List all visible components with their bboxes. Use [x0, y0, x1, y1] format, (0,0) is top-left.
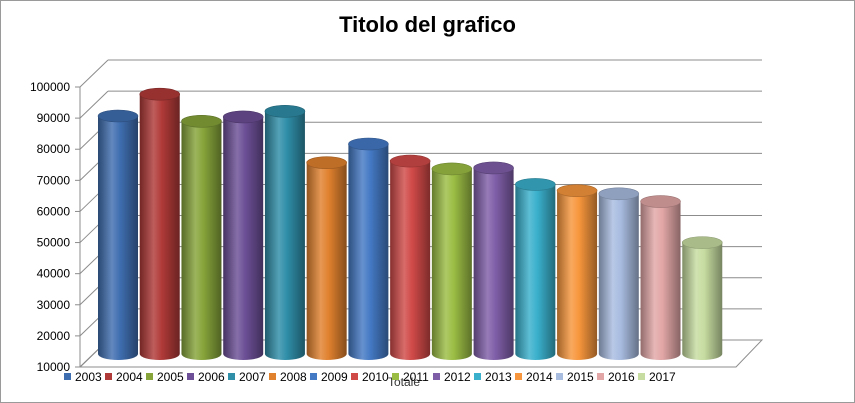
bar-body: [640, 201, 681, 360]
chart-title: Titolo del grafico: [339, 12, 516, 37]
y-tick-label: 60000: [37, 204, 71, 218]
legend-swatch: [433, 373, 440, 380]
bar-2009: [348, 137, 389, 360]
bar-body: [390, 161, 431, 360]
bar-body: [181, 121, 222, 361]
legend-label: 2003: [75, 370, 102, 384]
bar-2003: [97, 109, 139, 360]
bar-top: [598, 187, 640, 201]
bar-body: [348, 144, 389, 360]
bar-top: [222, 110, 264, 124]
legend-swatch: [228, 373, 235, 380]
legend-label: 2008: [280, 370, 307, 384]
y-tick-label: 10000: [37, 360, 71, 374]
bar-2007: [264, 105, 306, 360]
bar-top: [515, 178, 556, 191]
bar-2010: [389, 154, 431, 360]
bar-2008: [306, 156, 347, 360]
bar-body: [264, 111, 305, 360]
legend-swatch: [474, 373, 481, 380]
y-tick-label: 70000: [37, 173, 71, 187]
bar-body: [139, 94, 180, 360]
legend-swatch: [187, 373, 194, 380]
y-tick-label: 90000: [37, 111, 71, 125]
y-tick-label: 40000: [37, 267, 71, 281]
legend-label: 2004: [116, 370, 143, 384]
legend: 2003 2004 2005 2006 2007 2008 2009 2010 2011 2012…: [64, 370, 676, 384]
legend-swatch: [351, 373, 358, 380]
bar-body: [473, 167, 514, 360]
bar-2016: [640, 195, 681, 360]
bar-body: [431, 168, 472, 360]
gridline-side: [79, 90, 109, 119]
bar-2017: [681, 236, 723, 360]
bar-top: [681, 236, 723, 249]
bar-top: [181, 114, 222, 128]
y-tick-label: 100000: [30, 80, 70, 94]
legend-swatch: [269, 373, 276, 380]
bar-2011: [431, 162, 473, 360]
legend-label: 2012: [444, 370, 471, 384]
bar-2012: [473, 161, 514, 360]
bar-body: [306, 162, 347, 360]
legend-label: 2015: [567, 370, 594, 384]
legend-label: 2017: [649, 370, 676, 384]
y-tick-label: 50000: [37, 236, 71, 250]
legend-label: 2013: [485, 370, 512, 384]
legend-label: 2006: [198, 370, 225, 384]
bar-2014: [556, 184, 598, 360]
legend-label: 2014: [526, 370, 553, 384]
bar-top: [264, 105, 306, 118]
legend-swatch: [556, 373, 563, 380]
gridline-side: [79, 59, 109, 88]
bar-2004: [139, 87, 181, 360]
legend-label: 2016: [608, 370, 635, 384]
bar-top: [389, 154, 431, 168]
legend-label: 2011: [403, 370, 429, 384]
bar-top: [640, 195, 681, 208]
bar-body: [557, 190, 598, 360]
bar-top: [97, 109, 139, 123]
y-tick-label: 80000: [37, 142, 71, 156]
legend-swatch: [310, 373, 317, 380]
bars: [97, 87, 723, 361]
legend-label: 2010: [362, 370, 389, 384]
bar-top: [431, 162, 473, 176]
legend-swatch: [597, 373, 604, 380]
bar-2015: [598, 187, 640, 360]
bar-2006: [222, 110, 264, 360]
legend-swatch: [515, 373, 522, 380]
bar-top: [306, 156, 347, 169]
bar-body: [98, 116, 138, 360]
bar-top: [556, 184, 598, 197]
bar-top: [348, 137, 389, 151]
bar-body: [223, 116, 264, 360]
legend-label: 2007: [239, 370, 266, 384]
bar-body: [682, 242, 723, 360]
legend-label: 2005: [157, 370, 184, 384]
legend-swatch: [64, 373, 71, 380]
legend-label: 2009: [321, 370, 348, 384]
bar-body: [598, 193, 639, 360]
legend-swatch: [638, 373, 645, 380]
legend-swatch: [392, 373, 399, 380]
y-tick-label: 30000: [37, 298, 71, 312]
bar-top: [473, 161, 514, 175]
legend-swatch: [146, 373, 153, 380]
bar-body: [515, 184, 556, 360]
bar-2013: [515, 178, 556, 360]
legend-swatch: [105, 373, 112, 380]
bar-top: [139, 87, 181, 101]
bar-2005: [181, 114, 222, 361]
y-tick-label: 20000: [37, 329, 71, 343]
